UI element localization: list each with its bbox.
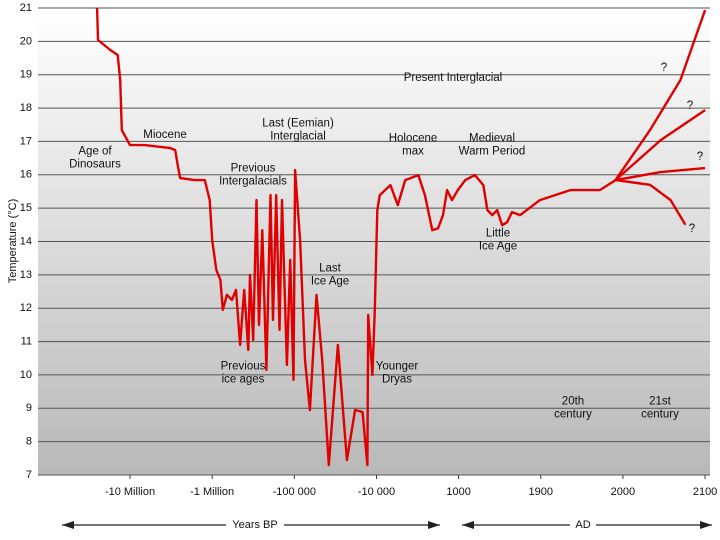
annotation: Warm Period — [459, 146, 526, 158]
line-series — [95, 7, 617, 467]
x-tick-label: 1000 — [446, 486, 470, 498]
annotation: 20th — [562, 396, 584, 408]
y-tick-label: 21 — [20, 2, 32, 14]
annotation: Ice Age — [311, 276, 349, 288]
y-tick-label: 19 — [20, 69, 32, 81]
y-tick-label: 18 — [20, 102, 32, 114]
annotation: ? — [697, 151, 703, 163]
y-tick-label: 11 — [21, 335, 32, 347]
x-tick-label: -100 000 — [273, 486, 316, 498]
line-series — [614, 109, 706, 181]
arrow-head — [428, 521, 440, 529]
annotation: Interglacial — [270, 131, 326, 143]
line-series — [614, 9, 707, 181]
annotation: Medieval — [469, 133, 515, 145]
x-tick-label: -1 Million — [190, 486, 234, 498]
annotation: ? — [661, 62, 667, 74]
annotation: Dinosaurs — [69, 159, 121, 171]
annotation: Last (Eemian) — [262, 118, 334, 130]
annotation: Little — [486, 228, 510, 240]
annotation: 21st — [649, 396, 672, 408]
arrow-head — [462, 521, 474, 529]
y-tick-label: 10 — [20, 369, 32, 381]
label-bg — [226, 517, 284, 533]
y-tick-label: 8 — [26, 436, 32, 448]
annotation: Younger — [376, 361, 419, 373]
line-series — [615, 178, 687, 226]
y-tick-label: 9 — [26, 402, 32, 414]
annotation: Previous — [221, 361, 266, 373]
annotation: Last — [319, 263, 342, 275]
arrow-head — [700, 521, 712, 529]
y-tick-label: 17 — [20, 135, 32, 147]
y-tick-label: 14 — [20, 235, 32, 247]
y-tick-label: 16 — [20, 169, 32, 181]
x-tick-label: 1900 — [529, 486, 553, 498]
x-axis-label: AD — [575, 519, 590, 531]
y-tick-label: 7 — [26, 469, 32, 481]
y-tick-label: 15 — [20, 202, 32, 214]
annotation: ? — [687, 100, 693, 112]
annotation: Age of — [78, 146, 112, 158]
annotation: Intergalacials — [219, 176, 287, 188]
x-tick-label: -10 000 — [358, 486, 395, 498]
annotation: Present Interglacial — [404, 72, 502, 84]
y-axis-label: Temperature (°C) — [7, 199, 19, 283]
annotation: Dryas — [382, 374, 412, 386]
annotation: Previous — [231, 163, 276, 175]
line-series — [615, 166, 706, 182]
annotation: max — [402, 146, 424, 158]
arrow-head — [62, 521, 74, 529]
annotation: ? — [689, 223, 695, 235]
annotation: Miocene — [143, 129, 186, 141]
y-tick-label: 20 — [20, 35, 32, 47]
x-tick-label: -10 Million — [105, 486, 155, 498]
y-tick-label: 13 — [20, 269, 32, 281]
annotation: Holocene — [389, 133, 438, 145]
x-tick-label: 2000 — [611, 486, 635, 498]
annotation: century — [641, 409, 679, 421]
annotation: century — [554, 409, 592, 421]
annotation: ice ages — [222, 374, 265, 386]
label-bg — [570, 517, 596, 533]
annotation: Ice Age — [479, 241, 517, 253]
x-tick-label: 2100 — [693, 486, 717, 498]
y-tick-label: 12 — [20, 302, 32, 314]
x-axis-label: Years BP — [232, 519, 277, 531]
